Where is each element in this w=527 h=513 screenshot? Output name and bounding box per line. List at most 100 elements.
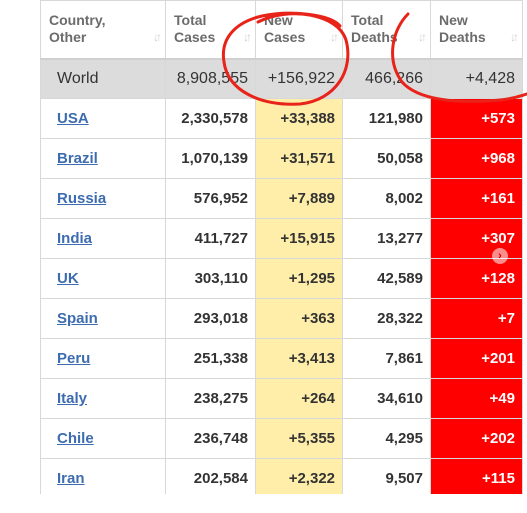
table-row: Italy 238,275 +264 34,610 +49: [40, 378, 523, 419]
country-cell: Chile: [40, 418, 166, 459]
table-row: Peru 251,338 +3,413 7,861 +201: [40, 338, 523, 379]
col-header-total-cases[interactable]: Total Cases ↓↑: [165, 0, 256, 60]
country-link[interactable]: UK: [57, 270, 79, 287]
country-link[interactable]: USA: [57, 110, 89, 127]
country-cell: Russia: [40, 178, 166, 219]
new-deaths-cell: +7: [430, 298, 523, 339]
new-deaths-cell: +115: [430, 458, 523, 494]
col-header-country-line1: Country,: [49, 11, 106, 28]
new-cases-cell: +2,322: [255, 458, 343, 494]
world-row: World 8,908,555 +156,922 466,266 +4,428: [40, 58, 523, 99]
table-row: USA 2,330,578 +33,388 121,980 +573: [40, 98, 523, 139]
header-row: Country, Other ↓↑ Total Cases ↓↑ New Cas…: [40, 0, 523, 60]
total-deaths-cell: 8,002: [342, 178, 431, 219]
total-deaths-cell: 7,861: [342, 338, 431, 379]
country-link[interactable]: Brazil: [57, 150, 98, 167]
col-header-new-deaths-line1: New: [439, 11, 468, 28]
country-link[interactable]: Spain: [57, 310, 98, 327]
total-cases-cell: 2,330,578: [165, 98, 256, 139]
sort-arrows-icon[interactable]: ↓↑: [153, 29, 162, 44]
col-header-total-cases-line2: Cases: [174, 28, 216, 45]
world-total-cases: 8,908,555: [165, 58, 256, 99]
covid-stats-table: Country, Other ↓↑ Total Cases ↓↑ New Cas…: [40, 0, 523, 494]
new-cases-cell: +5,355: [255, 418, 343, 459]
world-new-cases: +156,922: [255, 58, 343, 99]
new-cases-cell: +363: [255, 298, 343, 339]
total-cases-cell: 293,018: [165, 298, 256, 339]
total-deaths-cell: 50,058: [342, 138, 431, 179]
sort-arrows-icon[interactable]: ↓↑: [243, 29, 252, 44]
table-row: Iran 202,584 +2,322 9,507 +115: [40, 458, 523, 494]
total-deaths-cell: 121,980: [342, 98, 431, 139]
new-deaths-cell: +307: [430, 218, 523, 259]
col-header-total-deaths[interactable]: Total Deaths ↓↑: [342, 0, 431, 60]
world-new-deaths: +4,428: [430, 58, 523, 99]
country-link[interactable]: Russia: [57, 190, 107, 207]
new-deaths-cell: +49: [430, 378, 523, 419]
total-deaths-cell: 34,610: [342, 378, 431, 419]
table-row: Chile 236,748 +5,355 4,295 +202: [40, 418, 523, 459]
total-cases-cell: 576,952: [165, 178, 256, 219]
total-deaths-cell: 13,277: [342, 218, 431, 259]
country-cell: Spain: [40, 298, 166, 339]
total-deaths-cell: 42,589: [342, 258, 431, 299]
country-cell: UK: [40, 258, 166, 299]
country-cell: Italy: [40, 378, 166, 419]
country-cell: USA: [40, 98, 166, 139]
new-cases-cell: +31,571: [255, 138, 343, 179]
table-row: India 411,727 +15,915 13,277 +307: [40, 218, 523, 259]
table-row: Spain 293,018 +363 28,322 +7: [40, 298, 523, 339]
new-cases-cell: +33,388: [255, 98, 343, 139]
country-link[interactable]: Italy: [57, 390, 88, 407]
country-cell: Peru: [40, 338, 166, 379]
country-cell: Iran: [40, 458, 166, 494]
col-header-new-deaths-line2: Deaths: [439, 28, 486, 45]
total-cases-cell: 303,110: [165, 258, 256, 299]
col-header-total-cases-line1: Total: [174, 11, 207, 28]
col-header-total-deaths-line2: Deaths: [351, 28, 398, 45]
total-deaths-cell: 4,295: [342, 418, 431, 459]
chevron-right-icon[interactable]: ›: [492, 248, 508, 264]
new-cases-cell: +1,295: [255, 258, 343, 299]
total-deaths-cell: 9,507: [342, 458, 431, 494]
total-cases-cell: 202,584: [165, 458, 256, 494]
world-total-deaths: 466,266: [342, 58, 431, 99]
col-header-total-deaths-line1: Total: [351, 11, 384, 28]
sort-arrows-icon[interactable]: ↓↑: [510, 29, 519, 44]
total-cases-cell: 236,748: [165, 418, 256, 459]
table-row: Russia 576,952 +7,889 8,002 +161: [40, 178, 523, 219]
col-header-country-line2: Other: [49, 28, 87, 45]
country-link[interactable]: India: [57, 230, 93, 247]
country-link[interactable]: Peru: [57, 350, 91, 367]
col-header-new-cases-line1: New: [264, 11, 293, 28]
country-cell: India: [40, 218, 166, 259]
stats-table-container: Country, Other ↓↑ Total Cases ↓↑ New Cas…: [40, 0, 527, 494]
table-row: Brazil 1,070,139 +31,571 50,058 +968: [40, 138, 523, 179]
col-header-new-cases-line2: Cases: [264, 28, 306, 45]
new-deaths-cell: +201: [430, 338, 523, 379]
total-cases-cell: 238,275: [165, 378, 256, 419]
total-deaths-cell: 28,322: [342, 298, 431, 339]
col-header-new-cases[interactable]: New Cases ↓↑: [255, 0, 343, 60]
country-link[interactable]: Chile: [57, 430, 94, 447]
new-deaths-cell: +573: [430, 98, 523, 139]
world-label: World: [40, 58, 166, 99]
total-cases-cell: 251,338: [165, 338, 256, 379]
sort-arrows-icon[interactable]: ↓↑: [418, 29, 427, 44]
total-cases-cell: 411,727: [165, 218, 256, 259]
new-cases-cell: +3,413: [255, 338, 343, 379]
table-row: UK 303,110 +1,295 42,589 +128: [40, 258, 523, 299]
country-cell: Brazil: [40, 138, 166, 179]
new-cases-cell: +264: [255, 378, 343, 419]
total-cases-cell: 1,070,139: [165, 138, 256, 179]
col-header-country[interactable]: Country, Other ↓↑: [40, 0, 166, 60]
new-cases-cell: +15,915: [255, 218, 343, 259]
col-header-new-deaths[interactable]: New Deaths ↓↑: [430, 0, 523, 60]
sort-arrows-icon[interactable]: ↓↑: [330, 29, 339, 44]
new-deaths-cell: +202: [430, 418, 523, 459]
new-deaths-cell: +128: [430, 258, 523, 299]
country-link[interactable]: Iran: [57, 470, 85, 487]
new-cases-cell: +7,889: [255, 178, 343, 219]
new-deaths-cell: +161: [430, 178, 523, 219]
new-deaths-cell: +968: [430, 138, 523, 179]
